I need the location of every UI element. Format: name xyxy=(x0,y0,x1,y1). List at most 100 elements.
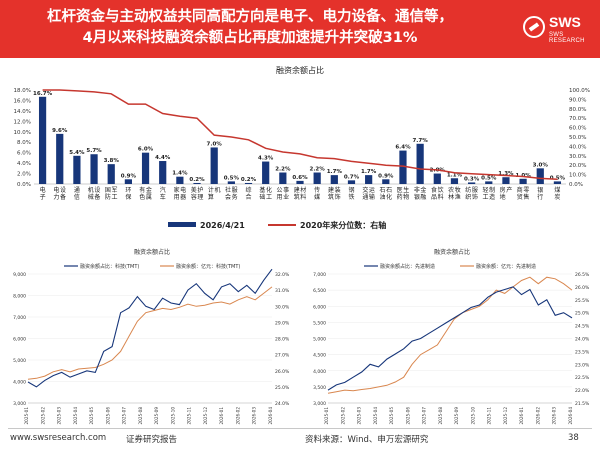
bar-data-label: 6.0% xyxy=(138,147,154,153)
svg-text:煤: 煤 xyxy=(554,186,560,194)
svg-text:属: 属 xyxy=(146,194,152,201)
bar-left-tick-label: 2.0% xyxy=(17,172,31,178)
bar-data-label: 0.9% xyxy=(121,173,137,179)
svg-text:器: 器 xyxy=(180,194,186,201)
bar-category-label: 计算机 xyxy=(208,186,221,201)
svg-text:服: 服 xyxy=(232,187,238,194)
svg-text:筑: 筑 xyxy=(328,193,334,201)
bar-data-label: 0.9% xyxy=(378,173,394,179)
svg-text:务: 务 xyxy=(232,193,238,201)
line-right-tick-label: 32.0% xyxy=(275,272,290,278)
bar-data-label: 0.3% xyxy=(464,176,480,182)
svg-text:汽: 汽 xyxy=(160,186,166,194)
bar xyxy=(193,182,201,184)
svg-text:家: 家 xyxy=(174,186,180,194)
svg-text:用: 用 xyxy=(174,194,180,201)
line-right-tick-label: 25.0% xyxy=(275,385,290,391)
svg-text:造: 造 xyxy=(489,193,495,201)
bar xyxy=(141,152,150,184)
bar xyxy=(416,143,424,184)
svg-text:输: 输 xyxy=(369,193,375,201)
svg-text:零: 零 xyxy=(523,187,529,194)
line-x-tick-label: 2025-07 xyxy=(122,407,127,425)
logo-mark-icon xyxy=(523,16,545,38)
line-x-tick-label: 2025-12 xyxy=(203,407,208,425)
bar-data-label: 2.2% xyxy=(275,167,291,173)
svg-text:饰: 饰 xyxy=(335,193,341,201)
bar-data-label: 1.4% xyxy=(172,171,188,177)
bar-left-tick-label: 8.0% xyxy=(17,140,31,146)
line-x-tick-label: 2025-02 xyxy=(40,407,45,425)
svg-text:金: 金 xyxy=(420,186,426,194)
line-chart-manufacturing: 融资余额占比 融资余额占比：先进制造 融资余额：亿元：先进制造 3,000 3,5… xyxy=(313,248,590,425)
svg-text:料: 料 xyxy=(438,193,444,201)
footer-report-label: 证券研究报告 xyxy=(126,435,178,445)
svg-text:械: 械 xyxy=(88,193,94,201)
line-right-tick-label: 24.0% xyxy=(275,401,290,407)
line-right-tick-label: 26.5% xyxy=(575,272,590,278)
line-left-tick-label: 7,000 xyxy=(13,315,26,321)
svg-text:炭: 炭 xyxy=(554,194,560,201)
bar-data-label: 1.7% xyxy=(361,169,377,175)
bar-data-label: 1.1% xyxy=(447,172,463,178)
line-x-tick-label: 2025-01 xyxy=(324,407,329,425)
footer-source: 资料来源：Wind、申万宏源研究 xyxy=(305,435,429,445)
line-right-tick-label: 29.0% xyxy=(275,320,290,326)
bar xyxy=(159,161,167,184)
legend-label-bar: 2026/4/21 xyxy=(200,221,245,230)
bar-data-label: 0.2% xyxy=(189,177,205,183)
bar-data-label: 1.3% xyxy=(498,171,514,177)
mfg-ratio-line xyxy=(327,286,573,391)
svg-text:料: 料 xyxy=(300,193,306,201)
footer-url[interactable]: www.swsresearch.com xyxy=(10,433,107,443)
legend-label-mfg-balance: 融资余额：亿元：先进制造 xyxy=(476,263,536,270)
percentile-line xyxy=(42,89,558,181)
svg-text:事: 事 xyxy=(283,186,289,194)
logo-text: SWS xyxy=(549,14,581,30)
svg-text:食: 食 xyxy=(431,186,437,194)
svg-text:通: 通 xyxy=(74,186,80,194)
bar xyxy=(399,150,407,184)
bar-chart: 融资余额占比 0.0% 2.0% 4.0% 6.0% 8.0% 10.0% 12.0% 14.… xyxy=(14,65,590,230)
svg-text:售: 售 xyxy=(523,193,529,201)
bar-category-label: 汽车 xyxy=(160,186,166,201)
svg-text:铁: 铁 xyxy=(348,193,354,201)
bar-data-label: 0.2% xyxy=(241,177,257,183)
legend-label-line: 2020年来分位数：右轴 xyxy=(300,220,386,230)
line-chart-tmt-title: 融资余额占比 xyxy=(134,248,170,256)
title-line-1: 杠杆资金与主动权益共同高配方向是电子、电力设备、通信等， xyxy=(47,9,453,25)
bar-data-label: 5.4% xyxy=(69,150,85,156)
svg-text:防: 防 xyxy=(105,193,111,201)
bar xyxy=(330,175,338,184)
svg-text:机: 机 xyxy=(88,186,94,194)
bar-category-label: 煤炭 xyxy=(554,186,560,201)
legend-label-tmt-balance: 融资余额：亿元：科技(TMT) xyxy=(176,263,240,270)
svg-text:媒: 媒 xyxy=(314,193,320,201)
svg-text:通: 通 xyxy=(362,193,368,201)
line-x-tick-label: 2025-05 xyxy=(89,407,94,425)
bar-right-tick-label: 30.0% xyxy=(569,154,586,160)
svg-text:理: 理 xyxy=(197,194,203,201)
bar xyxy=(313,172,321,184)
bar-data-label: 2.2% xyxy=(310,167,326,173)
svg-text:化: 化 xyxy=(266,186,272,194)
bar-right-tick-label: 50.0% xyxy=(569,135,586,141)
svg-text:有: 有 xyxy=(139,186,145,194)
line-chart-mfg-title: 融资余额占比 xyxy=(434,248,470,256)
bar xyxy=(553,181,562,184)
legend-swatch-bar xyxy=(168,222,196,227)
bar xyxy=(502,177,510,184)
bar-right-tick-label: 90.0% xyxy=(569,97,586,103)
bar-data-label: 0.5% xyxy=(481,175,497,181)
svg-text:设: 设 xyxy=(60,186,66,194)
line-left-tick-label: 5,000 xyxy=(13,358,26,364)
bar-category-label: 电子 xyxy=(40,186,46,201)
svg-text:商: 商 xyxy=(517,186,523,194)
logo-subtext: SWS RESEARCH xyxy=(549,32,585,44)
line-right-tick-label: 23.5% xyxy=(575,349,590,355)
